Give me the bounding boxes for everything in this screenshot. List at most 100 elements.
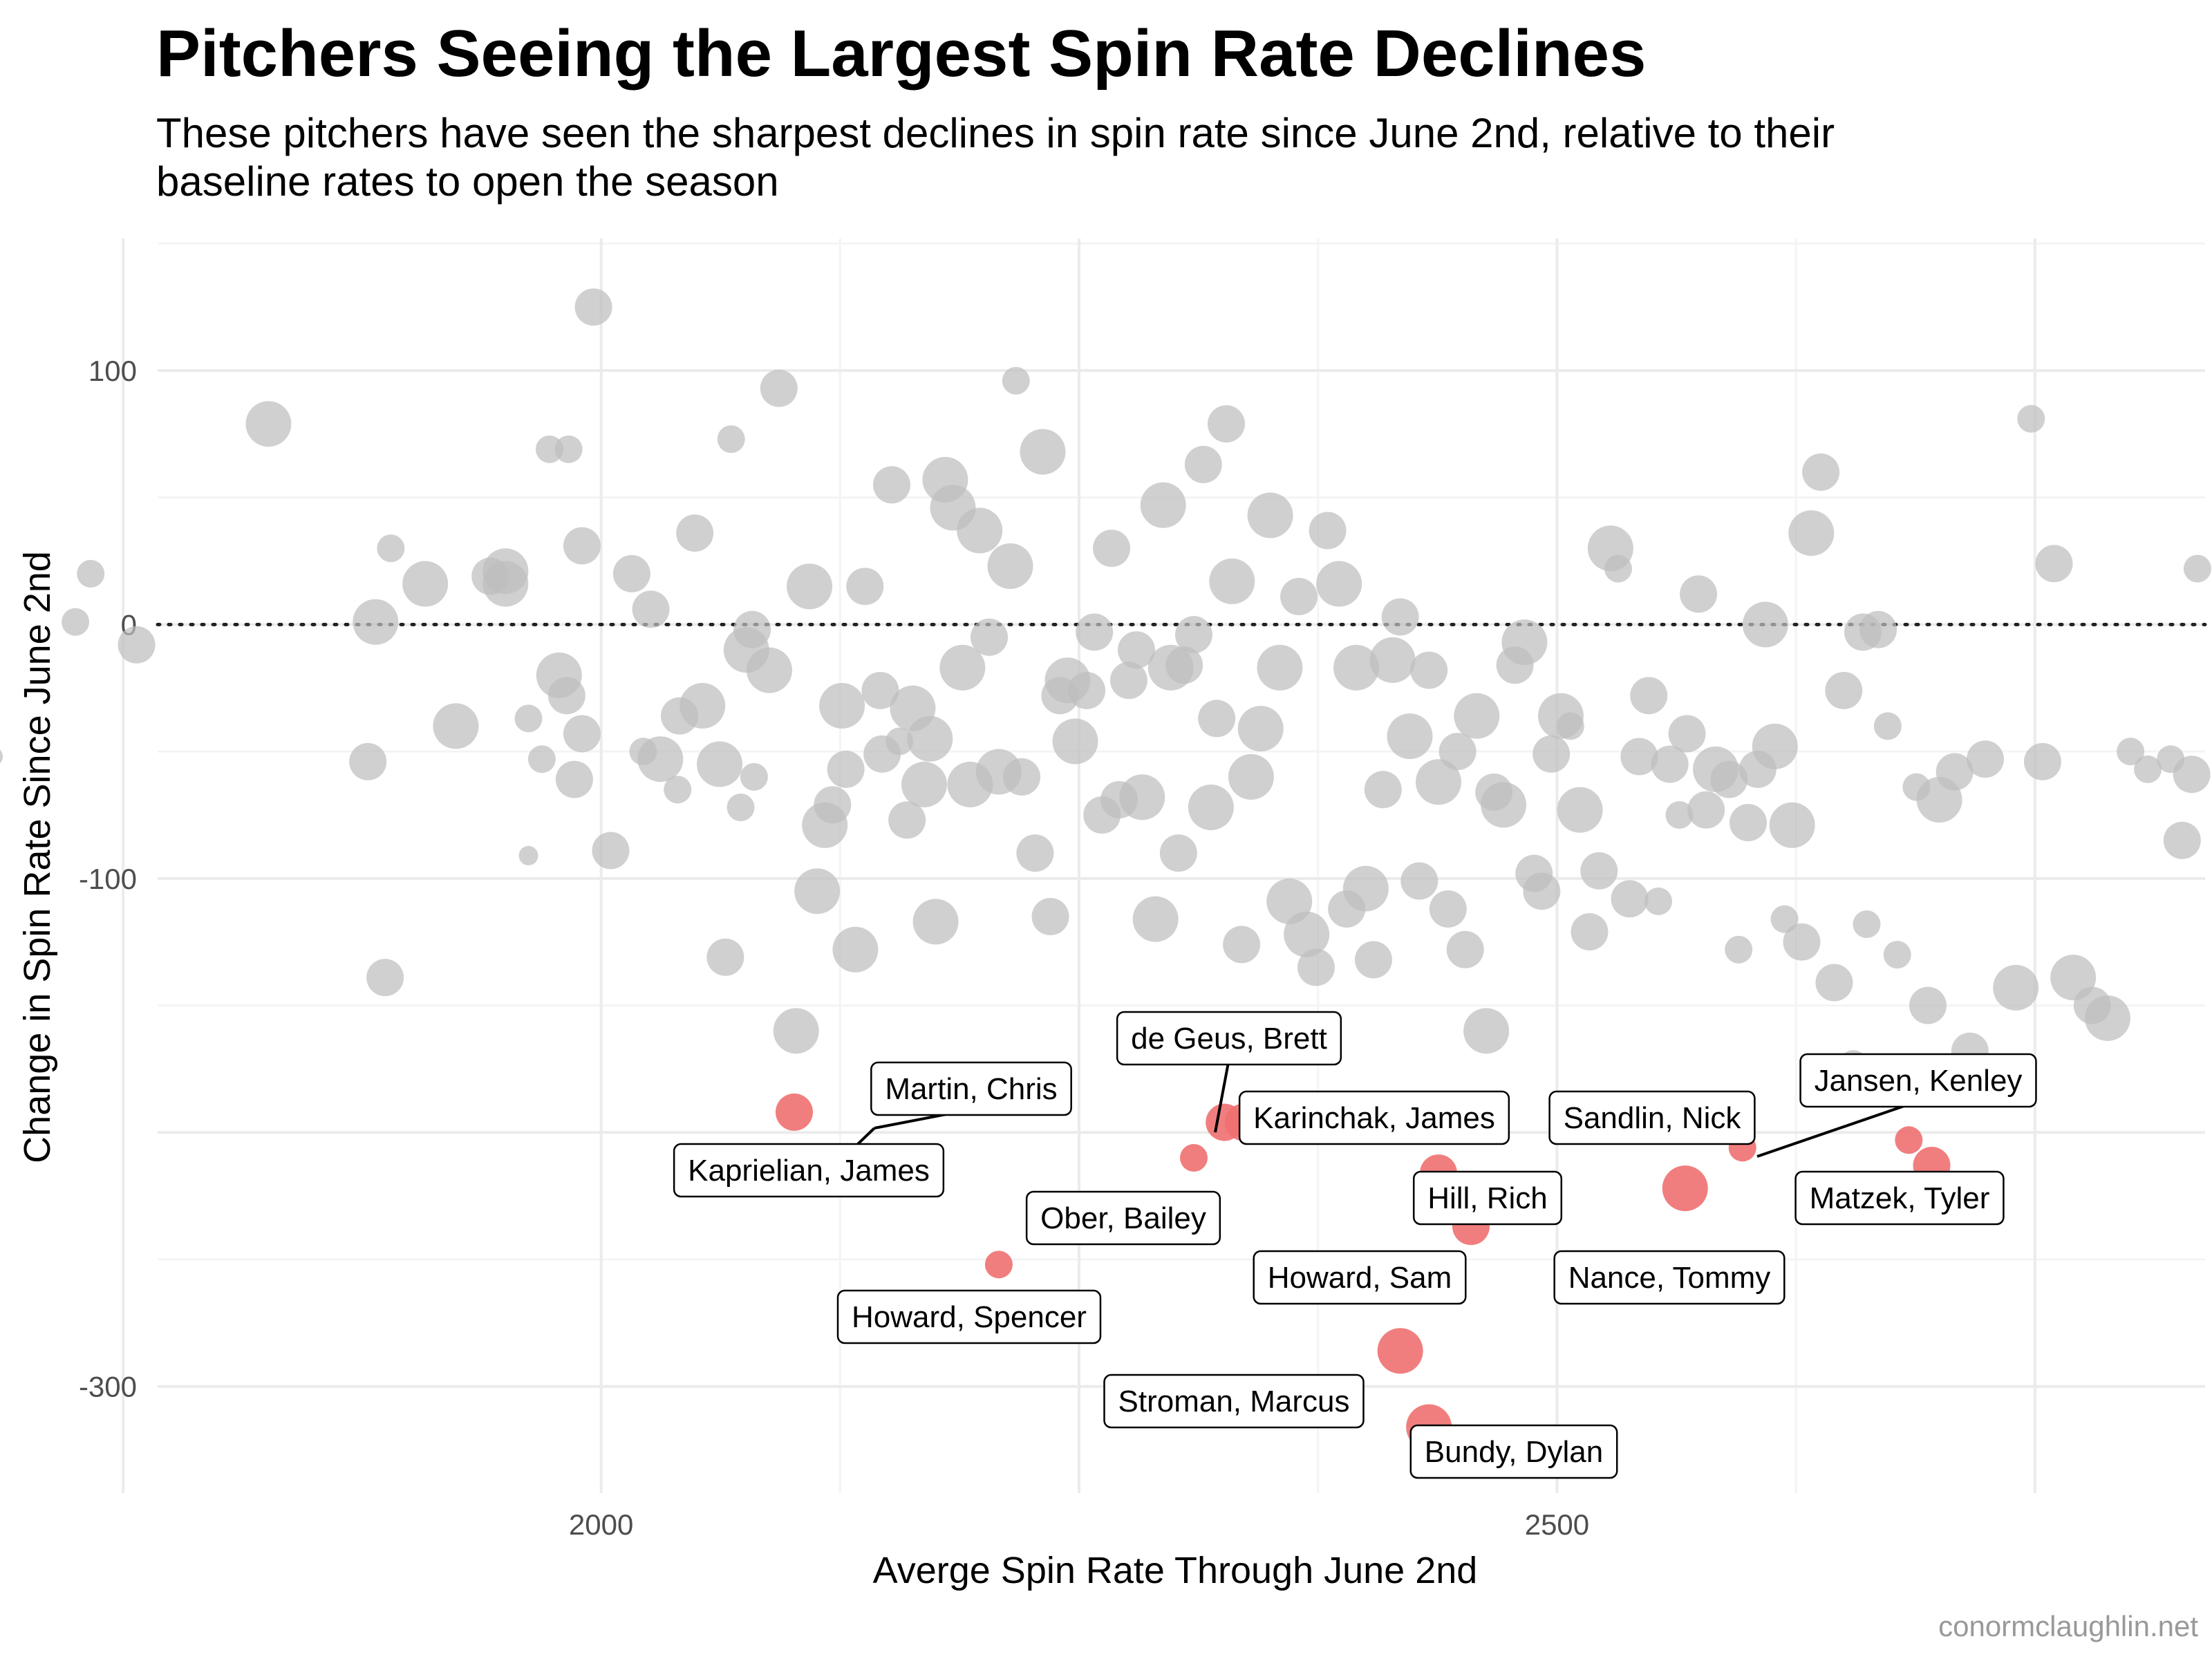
point-label: Nance, Tommy — [1553, 1250, 1785, 1305]
data-point — [1883, 941, 1911, 969]
data-point — [2173, 756, 2211, 794]
data-point — [1571, 913, 1609, 951]
data-point — [563, 715, 601, 753]
label-box — [1799, 1053, 2037, 1108]
data-point — [77, 559, 105, 588]
data-point — [1687, 791, 1725, 829]
data-point — [1853, 910, 1881, 939]
label-text: Jansen, Kenley — [1815, 1064, 2023, 1098]
data-point — [1730, 804, 1768, 842]
point-label: Matzek, Tyler — [1794, 1170, 2005, 1226]
data-point — [819, 683, 865, 729]
data-point — [1668, 715, 1706, 753]
chart-subtitle-line-2: baseline rates to open the season — [156, 158, 779, 205]
data-point — [547, 677, 585, 715]
data-point — [1247, 492, 1293, 538]
data-point — [1556, 712, 1584, 740]
y-tick-label: -300 — [79, 1371, 137, 1403]
label-box — [1409, 1424, 1618, 1479]
data-point — [1002, 366, 1030, 395]
data-point — [1237, 706, 1284, 752]
data-point — [1188, 784, 1234, 830]
data-point — [1770, 905, 1799, 933]
data-point — [0, 749, 3, 764]
data-point — [482, 561, 529, 607]
data-point — [1783, 923, 1821, 961]
data-point — [1429, 890, 1467, 928]
data-point — [1752, 723, 1798, 769]
data-point — [1710, 760, 1748, 798]
label-text: Matzek, Tyler — [1810, 1181, 1990, 1215]
data-point — [1159, 834, 1197, 872]
data-point — [717, 425, 745, 453]
data-point — [1415, 759, 1461, 805]
data-point — [679, 683, 726, 729]
data-point — [637, 736, 684, 782]
label-text: Howard, Sam — [1268, 1261, 1452, 1295]
data-point — [1020, 429, 1066, 475]
data-point — [912, 899, 959, 945]
data-point — [1580, 852, 1618, 890]
point-label: Martin, Chris — [870, 1061, 1072, 1130]
highlight-point — [1377, 1328, 1423, 1374]
data-point — [733, 610, 771, 648]
data-point — [1523, 872, 1561, 910]
data-point — [2134, 755, 2162, 783]
data-point — [1309, 512, 1347, 550]
data-point — [1788, 510, 1835, 556]
data-point — [1342, 865, 1389, 912]
scatter-points — [0, 288, 2211, 1450]
data-point — [1369, 637, 1416, 683]
point-label: Stroman, Marcus — [1103, 1374, 1365, 1429]
data-point — [1859, 610, 1897, 648]
data-point — [1132, 896, 1179, 942]
data-point — [527, 745, 556, 774]
label-text: Nance, Tommy — [1568, 1261, 1771, 1295]
data-point — [1463, 1008, 1510, 1054]
data-point — [1802, 453, 1840, 491]
data-point — [514, 704, 543, 733]
label-text: Howard, Spencer — [852, 1300, 1087, 1334]
data-point — [1936, 753, 1974, 791]
label-text: Sandlin, Nick — [1564, 1101, 1742, 1135]
point-label: Howard, Spencer — [836, 1289, 1102, 1344]
data-point — [787, 563, 833, 610]
data-point — [697, 741, 743, 787]
data-point — [1410, 651, 1448, 689]
data-point — [1769, 802, 1815, 848]
highlight-point — [1662, 1165, 1708, 1212]
data-point — [1873, 712, 1902, 740]
data-point — [832, 926, 879, 973]
data-point — [740, 762, 768, 791]
data-point — [1052, 718, 1098, 765]
data-point — [1665, 801, 1694, 830]
data-point — [2023, 742, 2061, 780]
label-leader-line — [1756, 1100, 1919, 1158]
data-point — [827, 750, 865, 788]
data-point — [245, 401, 292, 447]
label-text: de Geus, Brett — [1131, 1022, 1327, 1056]
highlight-labels: Martin, Chris Kaprielian, James de Geus, B… — [673, 1011, 2037, 1479]
data-point — [366, 959, 404, 997]
point-label: Jansen, Kenley — [1756, 1053, 2037, 1158]
data-point — [1109, 662, 1147, 700]
data-point — [62, 608, 90, 636]
label-box — [1548, 1090, 1756, 1145]
data-point — [901, 761, 948, 807]
label-text: Bundy, Dylan — [1425, 1435, 1603, 1469]
data-point — [1400, 862, 1438, 900]
data-point — [1207, 405, 1245, 443]
data-point — [846, 568, 884, 606]
data-point — [676, 514, 714, 552]
data-point — [1620, 738, 1658, 776]
data-point — [2017, 404, 2045, 433]
data-point — [794, 868, 841, 915]
label-box — [1412, 1170, 1563, 1226]
data-point — [1993, 964, 2039, 1011]
data-point — [1644, 887, 1673, 915]
x-tick-label: 2500 — [1525, 1508, 1589, 1541]
data-point — [1118, 631, 1156, 669]
data-point — [1297, 948, 1335, 986]
data-point — [377, 534, 405, 563]
data-point — [592, 832, 630, 870]
